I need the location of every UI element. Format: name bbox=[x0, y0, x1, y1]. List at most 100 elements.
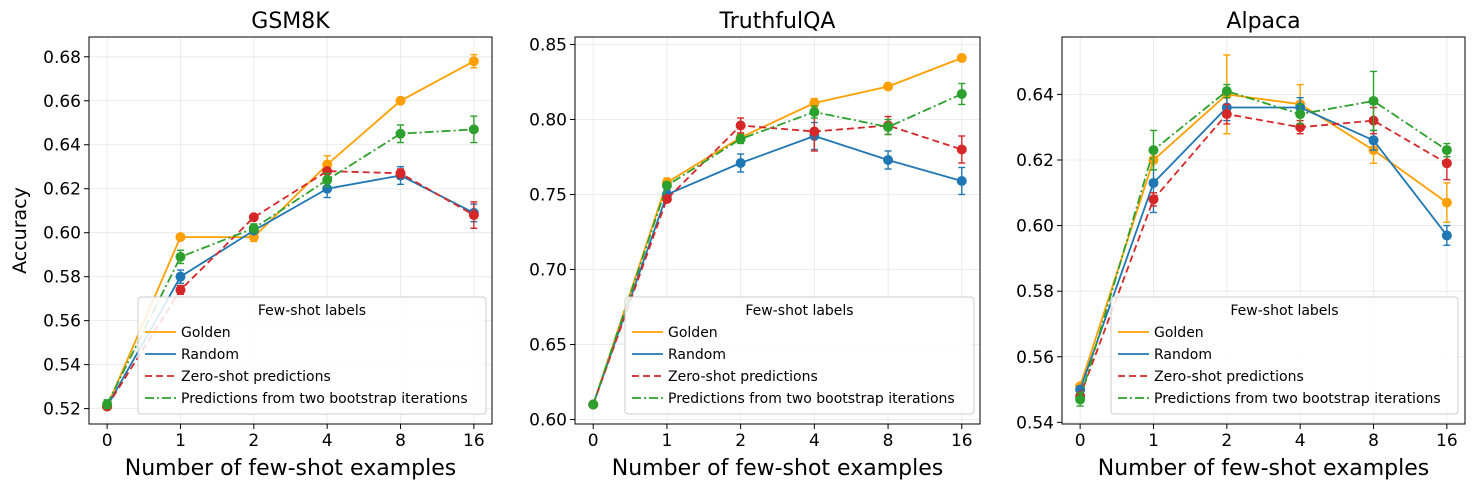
data-point bbox=[588, 399, 599, 410]
legend-label: Zero-shot predictions bbox=[181, 369, 331, 385]
y-tick-label: 0.62 bbox=[1016, 151, 1054, 171]
data-point bbox=[322, 174, 333, 185]
data-point bbox=[1221, 86, 1232, 97]
legend-label: Zero-shot predictions bbox=[668, 369, 818, 385]
y-tick-label: 0.60 bbox=[43, 224, 81, 244]
legend-box bbox=[137, 296, 487, 415]
x-tick-label: 4 bbox=[1295, 431, 1306, 451]
y-tick-label: 0.54 bbox=[43, 356, 81, 376]
data-point bbox=[1441, 197, 1452, 208]
legend-label: Predictions from two bootstrap iteration… bbox=[1154, 391, 1441, 407]
data-point bbox=[1148, 194, 1159, 205]
data-point bbox=[1221, 109, 1232, 120]
x-tick-label: 1 bbox=[662, 431, 673, 451]
data-point bbox=[395, 128, 406, 139]
data-point bbox=[956, 89, 967, 99]
y-axis-label: Accuracy bbox=[9, 187, 31, 274]
x-tick-label: 0 bbox=[588, 431, 599, 451]
y-tick-label: 0.52 bbox=[43, 400, 81, 420]
legend: Few-shot labels Golden Random Zero-shot pre… bbox=[624, 296, 975, 415]
x-tick-label: 16 bbox=[951, 431, 973, 451]
data-point bbox=[1368, 135, 1379, 146]
y-tick-label: 0.54 bbox=[1016, 413, 1054, 433]
x-tick-label: 2 bbox=[248, 431, 259, 451]
data-point bbox=[468, 124, 479, 135]
data-point bbox=[809, 107, 820, 117]
legend-title: Few-shot labels bbox=[1230, 303, 1338, 319]
x-axis-label: Number of few-shot examples bbox=[125, 456, 456, 481]
x-axis-label: Number of few-shot examples bbox=[612, 456, 943, 481]
x-tick-label: 0 bbox=[1075, 431, 1086, 451]
chart-0: 0 1 2 4 8 16 0.52 0.54 0.56 0.58 0.60 0.62 0.64 0.66 0… bbox=[9, 9, 493, 481]
y-tick-label: 0.66 bbox=[43, 92, 81, 112]
data-point bbox=[468, 56, 479, 67]
data-point bbox=[883, 122, 894, 132]
x-tick-label: 16 bbox=[463, 431, 485, 451]
y-tick-label: 0.68 bbox=[43, 48, 81, 68]
data-point bbox=[1368, 95, 1379, 106]
data-point bbox=[661, 180, 672, 191]
data-point bbox=[661, 194, 672, 204]
data-point bbox=[1441, 230, 1452, 241]
data-point bbox=[809, 126, 820, 137]
y-tick-label: 0.60 bbox=[1016, 217, 1054, 237]
x-tick-label: 8 bbox=[395, 431, 406, 451]
x-tick-label: 0 bbox=[102, 431, 113, 451]
legend-label: Zero-shot predictions bbox=[1154, 369, 1304, 385]
data-point bbox=[735, 158, 746, 168]
series-line bbox=[1079, 113, 1448, 397]
data-point bbox=[248, 223, 259, 234]
axes-frame bbox=[88, 36, 493, 425]
series-3 bbox=[588, 82, 967, 410]
data-point bbox=[468, 210, 479, 221]
y-tick-label: 0.80 bbox=[529, 111, 567, 131]
y-tick-label: 0.56 bbox=[43, 312, 81, 332]
data-point bbox=[1441, 158, 1452, 169]
legend-label: Predictions from two bootstrap iteration… bbox=[668, 391, 955, 407]
series-line bbox=[1079, 106, 1448, 390]
data-point bbox=[1441, 145, 1452, 156]
legend-label: Random bbox=[181, 347, 239, 363]
series-3 bbox=[102, 115, 479, 410]
legend-label: Golden bbox=[668, 325, 718, 341]
x-tick-label: 4 bbox=[809, 431, 820, 451]
y-tick-label: 0.75 bbox=[529, 186, 567, 206]
data-point bbox=[956, 176, 967, 186]
x-tick-label: 2 bbox=[735, 431, 746, 451]
series-line bbox=[592, 93, 963, 405]
data-point bbox=[175, 271, 186, 282]
x-tick-label: 16 bbox=[1436, 431, 1458, 451]
legend: Few-shot labels Golden Random Zero-shot pre… bbox=[137, 296, 487, 415]
data-point bbox=[1295, 122, 1306, 133]
y-tick-label: 0.70 bbox=[529, 261, 567, 281]
data-point bbox=[883, 155, 894, 165]
legend-title: Few-shot labels bbox=[745, 303, 853, 319]
data-point bbox=[395, 168, 406, 179]
legend-label: Random bbox=[668, 347, 726, 363]
y-tick-label: 0.60 bbox=[529, 411, 567, 431]
data-point bbox=[1148, 145, 1159, 156]
legend: Few-shot labels Golden Random Zero-shot pre… bbox=[1110, 296, 1459, 415]
data-point bbox=[175, 232, 186, 243]
x-tick-label: 8 bbox=[883, 431, 894, 451]
y-tick-label: 0.56 bbox=[1016, 348, 1054, 368]
axes-frame bbox=[574, 36, 981, 425]
y-tick-label: 0.64 bbox=[43, 136, 81, 156]
axes-frame bbox=[1061, 36, 1466, 425]
data-point bbox=[102, 399, 113, 410]
chart-title: GSM8K bbox=[251, 9, 330, 34]
y-tick-label: 0.58 bbox=[1016, 282, 1054, 302]
series-line bbox=[592, 135, 963, 405]
series-line bbox=[106, 128, 474, 405]
legend-label: Golden bbox=[1154, 325, 1204, 341]
data-point bbox=[175, 251, 186, 262]
data-point bbox=[175, 284, 186, 295]
legend-label: Predictions from two bootstrap iteration… bbox=[181, 391, 468, 407]
x-tick-label: 8 bbox=[1368, 431, 1379, 451]
x-tick-label: 4 bbox=[322, 431, 333, 451]
series-line bbox=[592, 124, 963, 405]
legend-label: Random bbox=[1154, 347, 1212, 363]
chart-title: Alpaca bbox=[1226, 9, 1300, 34]
x-axis-label: Number of few-shot examples bbox=[1098, 456, 1429, 481]
